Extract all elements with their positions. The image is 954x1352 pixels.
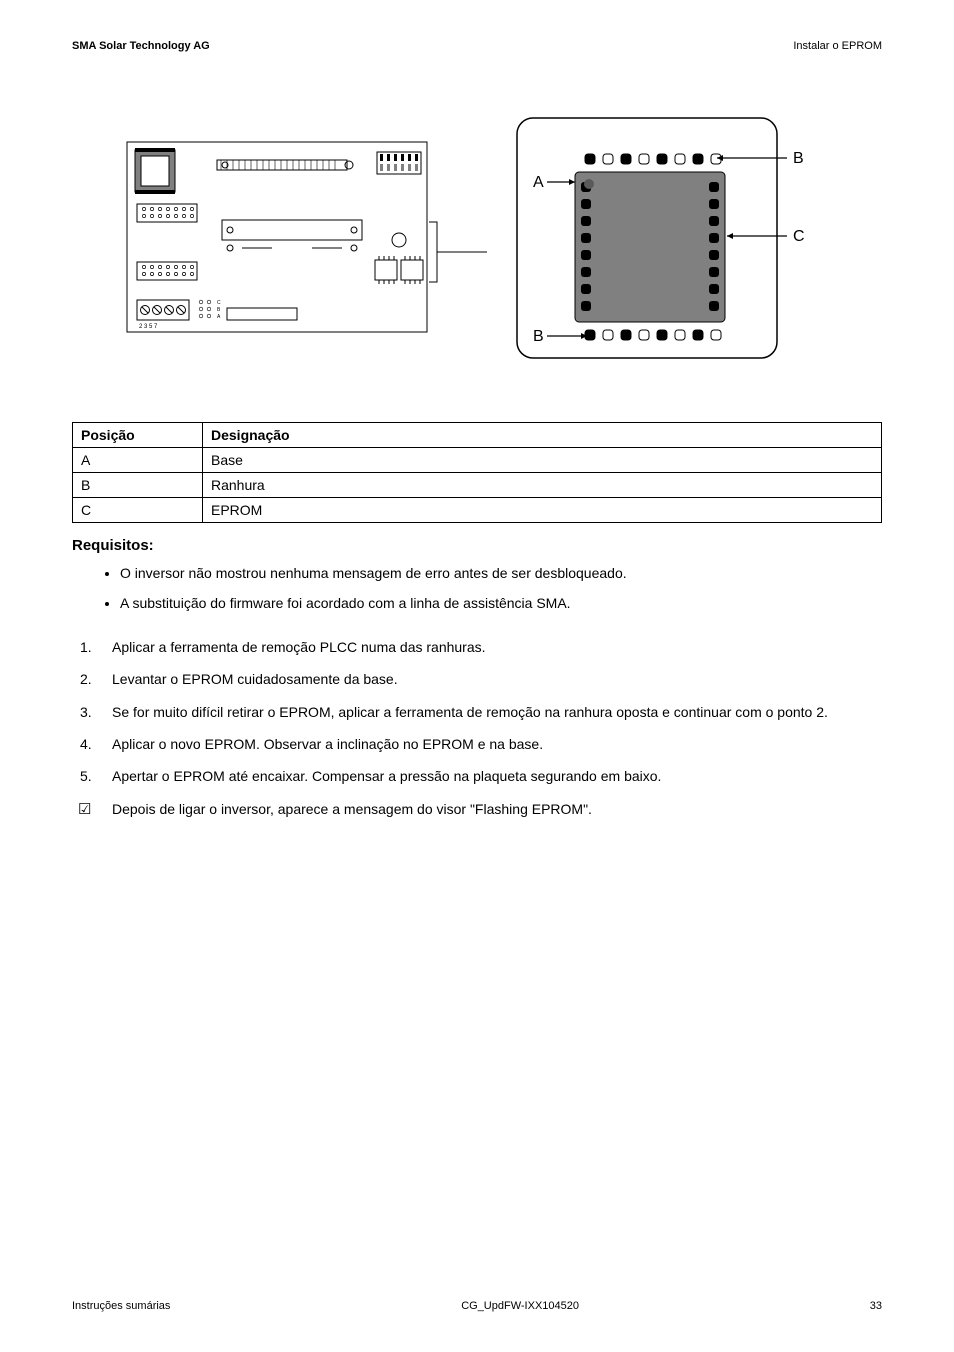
svg-text:C: C <box>217 300 221 306</box>
svg-text:A: A <box>217 314 221 320</box>
page-header: SMA Solar Technology AG Instalar o EPROM <box>72 40 882 52</box>
svg-text:B: B <box>793 150 804 167</box>
footer-center: CG_UpdFW-IXX104520 <box>461 1300 579 1312</box>
step-item: Apertar o EPROM até encaixar. Compensar … <box>80 766 882 786</box>
requirement-item: O inversor não mostrou nenhuma mensagem … <box>120 564 882 584</box>
header-section: Instalar o EPROM <box>793 40 882 52</box>
table-header-row: Posição Designação <box>73 423 882 448</box>
eprom-diagram: 2 3 5 7CBAABCB <box>117 112 837 372</box>
result-item: Depois de ligar o inversor, aparece a me… <box>80 799 882 819</box>
svg-text:C: C <box>793 228 805 245</box>
header-company: SMA Solar Technology AG <box>72 40 210 52</box>
table-row: BRanhura <box>73 473 882 498</box>
requirements-list: O inversor não mostrou nenhuma mensagem … <box>120 564 882 613</box>
requirement-item: A substituição do firmware foi acordado … <box>120 594 882 614</box>
th-position: Posição <box>73 423 203 448</box>
cell-designation: Ranhura <box>203 473 882 498</box>
svg-text:2 3 5 7: 2 3 5 7 <box>139 324 158 330</box>
cell-designation: Base <box>203 448 882 473</box>
step-item: Se for muito difícil retirar o EPROM, ap… <box>80 702 882 722</box>
diagram-container: 2 3 5 7CBAABCB <box>72 112 882 372</box>
cell-position: B <box>73 473 203 498</box>
cell-position: A <box>73 448 203 473</box>
position-table: Posição Designação ABaseBRanhuraCEPROM <box>72 422 882 523</box>
th-designation: Designação <box>203 423 882 448</box>
cell-designation: EPROM <box>203 498 882 523</box>
cell-position: C <box>73 498 203 523</box>
svg-text:B: B <box>217 307 221 313</box>
svg-text:B: B <box>533 328 544 345</box>
footer-right: 33 <box>870 1300 882 1312</box>
steps-list: Aplicar a ferramenta de remoção PLCC num… <box>80 637 882 819</box>
footer-left: Instruções sumárias <box>72 1300 170 1312</box>
svg-text:A: A <box>533 174 544 191</box>
step-item: Aplicar a ferramenta de remoção PLCC num… <box>80 637 882 657</box>
step-item: Aplicar o novo EPROM. Observar a inclina… <box>80 734 882 754</box>
table-row: CEPROM <box>73 498 882 523</box>
requirements-title: Requisitos: <box>72 537 882 554</box>
page-footer: Instruções sumárias CG_UpdFW-IXX104520 3… <box>72 1300 882 1312</box>
table-row: ABase <box>73 448 882 473</box>
step-item: Levantar o EPROM cuidadosamente da base. <box>80 669 882 689</box>
